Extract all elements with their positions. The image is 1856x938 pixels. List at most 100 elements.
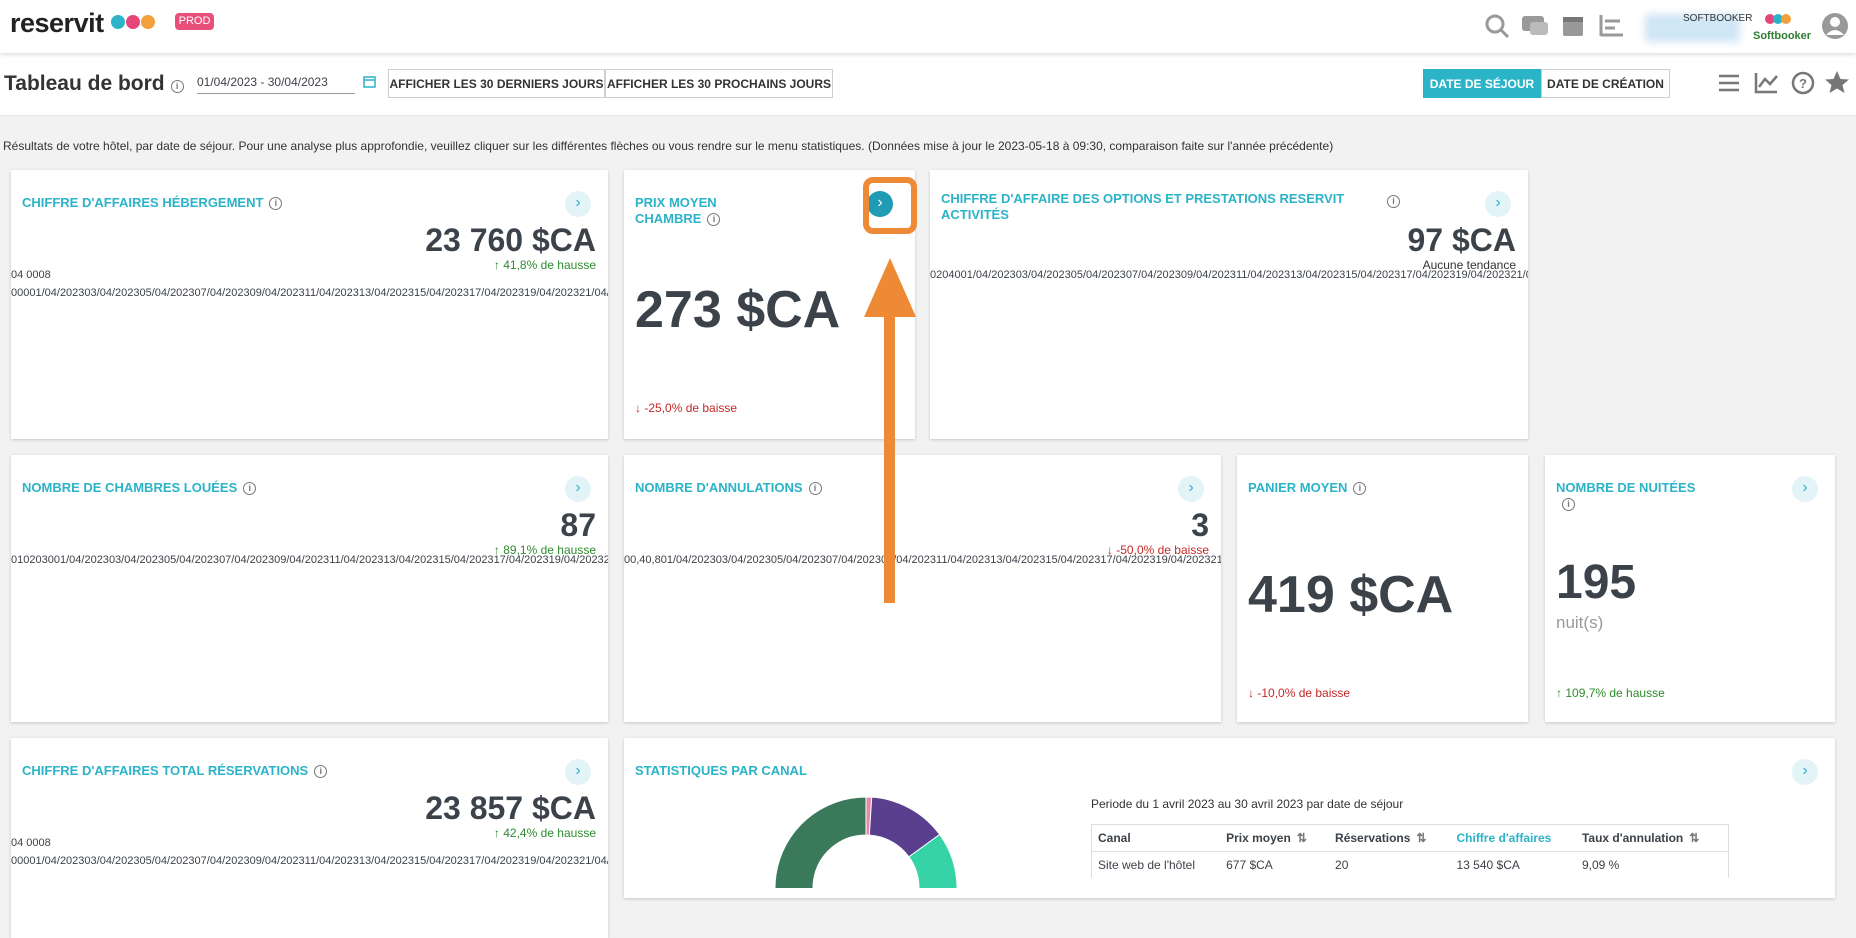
account-name[interactable]: SOFTBOOKER	[1683, 13, 1753, 24]
info-icon[interactable]: i	[314, 765, 328, 778]
column-header-text: Réservations	[1335, 831, 1411, 845]
logo[interactable]: reservit	[10, 8, 104, 38]
card-title: CHIFFRE D'AFFAIRES HÉBERGEMENT i	[22, 195, 469, 211]
card-value: 3	[1191, 507, 1209, 543]
x-tick-label: 13/04/2023	[383, 554, 439, 566]
column-header[interactable]: Réservations ⇅	[1329, 825, 1450, 852]
period-text: Periode du 1 avril 2023 au 30 avril 2023…	[1091, 797, 1404, 811]
page-title-text: Tableau de bord	[4, 72, 165, 95]
sort-icon: ⇅	[1296, 831, 1307, 845]
x-tick-label: 01/04/2023	[29, 855, 85, 867]
donut-slice	[774, 796, 867, 888]
channel-card: STATISTIQUES PAR CANAL › Periode du 1 av…	[624, 738, 1835, 898]
x-tick-label: 09/04/2023	[880, 554, 937, 566]
info-icon[interactable]: i	[1353, 482, 1367, 495]
avatar[interactable]	[1820, 11, 1850, 41]
y-tick-label: 0	[11, 554, 18, 566]
card-trend: ↑ 89,1% de hausse	[494, 543, 596, 557]
y-tick-label: 0	[11, 269, 18, 281]
y-tick-label: 0,4	[630, 554, 646, 566]
card-trend: ↑ 41,8% de hausse	[494, 258, 596, 272]
column-header-text: Chiffre d'affaires	[1456, 831, 1552, 845]
donut-chart	[774, 796, 958, 888]
info-icon[interactable]: i	[707, 213, 721, 226]
info-icon[interactable]: i	[243, 482, 257, 495]
toolbar: Tableau de bord i 01/04/2023 - 30/04/2023…	[0, 53, 1856, 116]
column-header[interactable]: Taux d'annulation ⇅	[1576, 825, 1729, 852]
date-mode-button[interactable]: DATE DE CRÉATION	[1541, 69, 1670, 98]
x-tick-label: 19/04/2023	[524, 287, 580, 299]
info-icon[interactable]: i	[170, 80, 184, 93]
x-tick-label: 01/04/2023	[960, 269, 1016, 281]
card-title-text: NOMBRE D'ANNULATIONS	[635, 480, 803, 495]
top-bar: reservit PROD SOFTBOOKER Softbooker	[0, 0, 1856, 53]
x-tick-label: 15/04/2023	[438, 554, 494, 566]
x-tick-label: 11/04/2023	[304, 855, 359, 867]
details-button[interactable]: ›	[867, 191, 893, 217]
x-tick-label: 05/04/2023	[164, 554, 220, 566]
sort-icon: ⇅	[1689, 831, 1700, 845]
card-title: CHIFFRE D'AFFAIRES TOTAL RÉSERVATIONS i	[22, 763, 469, 779]
channel-table: Canal Prix moyen ⇅ Réservations ⇅ Chiffre d'a…	[1091, 824, 1729, 878]
x-tick-label: 13/04/2023	[990, 554, 1046, 566]
x-tick-label: 21/04/2023	[579, 855, 608, 867]
card-value-large: 195	[1556, 556, 1637, 609]
details-button[interactable]: ›	[565, 191, 591, 217]
card-title-text: NOMBRE DE CHAMBRES LOUÉES	[22, 480, 238, 495]
page-title: Tableau de bord i	[4, 72, 184, 96]
x-tick-label: 17/04/2023	[1400, 269, 1456, 281]
card-trend: ↑ 42,4% de hausse	[494, 826, 596, 840]
details-button[interactable]: ›	[565, 476, 591, 502]
y-tick-label: 20	[936, 269, 949, 281]
trend-arrow: ↓	[1248, 686, 1258, 700]
info-icon[interactable]: i	[1387, 195, 1400, 208]
card-title: NOMBRE DE CHAMBRES LOUÉES i	[22, 480, 469, 496]
x-tick-label: 07/04/2023	[194, 855, 250, 867]
account-blur	[1645, 14, 1740, 42]
card-title-text: CHIFFRE D'AFFAIRES TOTAL RÉSERVATIONS	[22, 763, 309, 778]
details-button[interactable]: ›	[1792, 476, 1818, 502]
trend-arrow: ↓	[635, 401, 645, 415]
table-cell: Site web de l'hôtel	[1098, 858, 1196, 872]
date-range[interactable]: 01/04/2023 - 30/04/2023	[197, 75, 355, 94]
details-button[interactable]: ›	[1792, 759, 1818, 785]
kpi-card: NOMBRE DE CHAMBRES LOUÉES i › 87 ↑ 89,1% de …	[11, 455, 608, 722]
range-button[interactable]: AFFICHER LES 30 PROCHAINS JOURS	[605, 69, 833, 98]
line-chart: 04 0008 00001/04/202303/04/202305/04/202…	[11, 265, 608, 301]
range-button[interactable]: AFFICHER LES 30 DERNIERS JOURS	[388, 69, 605, 98]
card-value: 97 $CA	[1407, 222, 1517, 258]
card-title: PRIX MOYEN CHAMBRE i	[635, 195, 776, 227]
card-title: PANIER MOYEN i	[1248, 480, 1389, 496]
info-icon[interactable]: i	[269, 197, 283, 210]
trend-text: 42,4% de hausse	[503, 826, 596, 840]
details-button[interactable]: ›	[565, 759, 591, 785]
x-tick-label: 11/04/2023	[304, 287, 359, 299]
date-mode-button[interactable]: DATE DE SÉJOUR	[1423, 69, 1541, 98]
table-cell: 677 $CA	[1226, 858, 1273, 872]
sort-icon: ⇅	[1416, 831, 1427, 845]
trend-arrow: ↑	[493, 543, 504, 557]
x-tick-label: 05/04/2023	[770, 554, 826, 566]
y-tick-label: 10	[17, 554, 30, 566]
x-tick-label: 21/04/2023	[603, 554, 608, 566]
column-header[interactable]: Chiffre d'affaires	[1450, 825, 1575, 852]
column-header[interactable]: Prix moyen ⇅	[1220, 825, 1329, 852]
env-badge: PROD	[175, 13, 214, 30]
y-tick-label: 30	[41, 554, 54, 566]
card-title-text: NOMBRE DE NUITÉES	[1556, 480, 1696, 495]
intro-text: Résultats de votre hôtel, par date de sé…	[3, 139, 1334, 153]
details-button[interactable]: ›	[1485, 191, 1511, 217]
x-tick-label: 15/04/2023	[413, 855, 470, 867]
card-trend: ↓ -50,0% de baisse	[1107, 543, 1209, 557]
details-button[interactable]: ›	[1178, 476, 1204, 502]
x-tick-label: 09/04/2023	[249, 287, 305, 299]
x-tick-label: 19/04/2023	[548, 554, 604, 566]
calendar-icon[interactable]	[363, 75, 377, 89]
info-icon[interactable]: i	[808, 482, 822, 495]
x-tick-label: 05/04/2023	[139, 287, 195, 299]
brand-pins	[1765, 14, 1791, 24]
trend-text: -50,0% de baisse	[1116, 543, 1209, 557]
info-icon[interactable]: i	[1562, 498, 1575, 511]
card-unit: nuit(s)	[1556, 613, 1604, 632]
